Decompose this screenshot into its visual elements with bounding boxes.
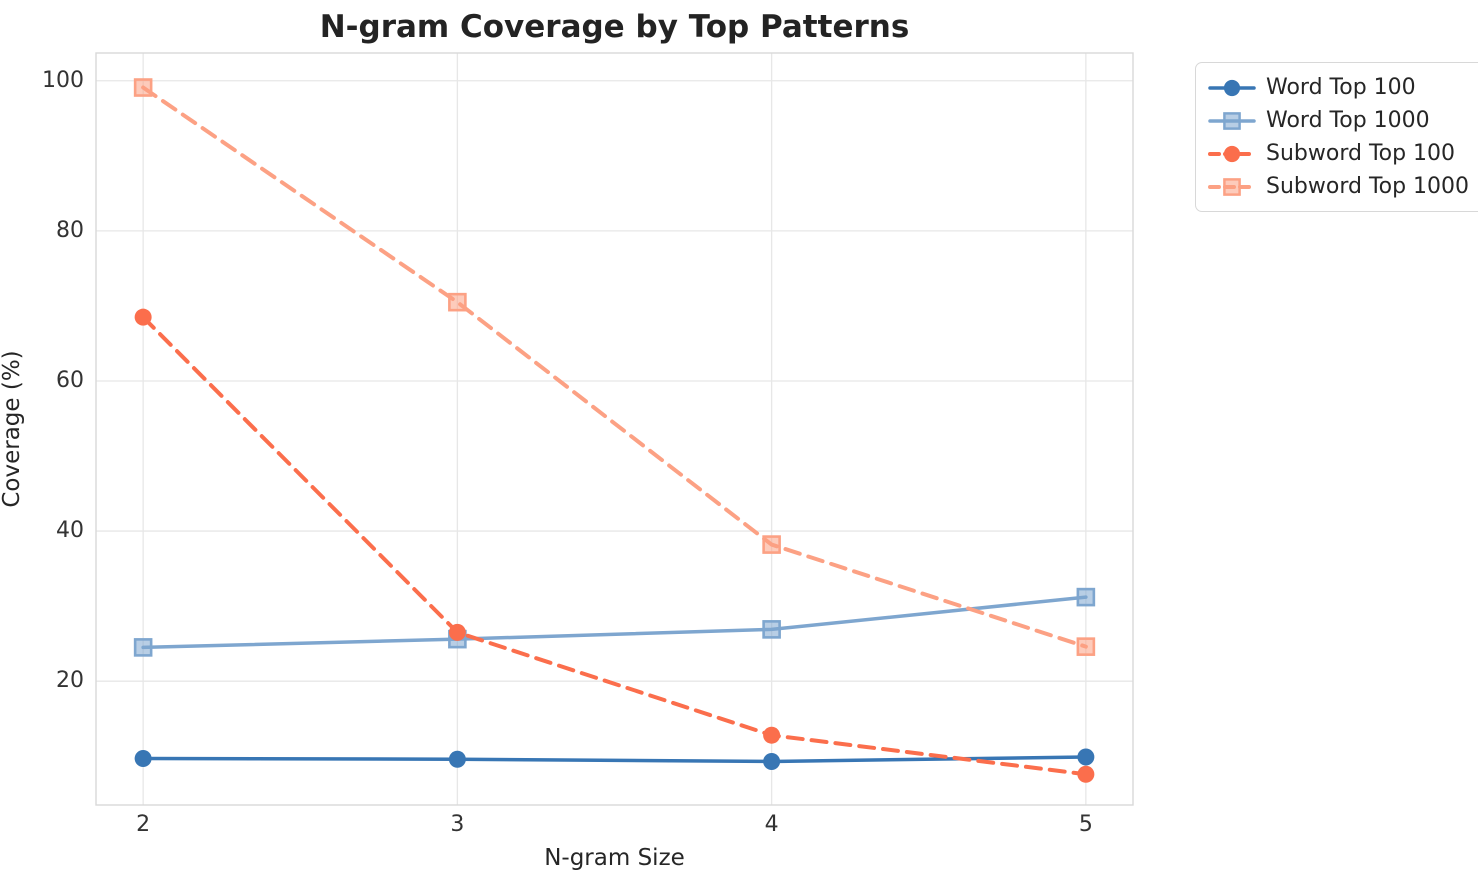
legend-label: Word Top 100 — [1266, 75, 1416, 100]
legend-item-subword-top-1000: Subword Top 1000 — [1208, 172, 1469, 201]
legend-item-word-top-1000: Word Top 1000 — [1208, 106, 1469, 135]
series-marker-subword-top-1000 — [1076, 637, 1096, 656]
legend-swatch-subword-top-1000 — [1208, 177, 1256, 196]
x-tick-label-3: 3 — [450, 812, 465, 837]
series-marker-subword-top-100 — [1077, 765, 1095, 783]
legend-swatch-word-top-100 — [1208, 79, 1256, 96]
series-line-word-top-100 — [141, 755, 1088, 764]
plot-frame — [95, 52, 1134, 806]
series-marker-subword-top-100 — [763, 726, 781, 744]
legend-label: Subword Top 100 — [1266, 141, 1456, 166]
series-marker-word-top-100 — [448, 750, 466, 768]
series-line-word-top-1000 — [141, 595, 1088, 650]
series-marker-word-top-1000 — [762, 620, 781, 639]
x-axis-label: N-gram Size — [544, 845, 685, 871]
x-tick-label-2: 2 — [136, 812, 151, 837]
y-tick-label-100: 100 — [42, 67, 84, 93]
legend: Word Top 100 Word Top 1000 Subword Top 100… — [1195, 62, 1478, 212]
y-tick-label-20: 20 — [56, 668, 84, 694]
legend-label: Subword Top 1000 — [1266, 174, 1470, 199]
series-marker-subword-top-100 — [448, 623, 466, 641]
legend-item-word-top-100: Word Top 100 — [1208, 73, 1469, 102]
series-marker-word-top-1000 — [133, 638, 153, 657]
series-marker-word-top-100 — [1077, 748, 1095, 766]
series-marker-subword-top-100 — [1223, 145, 1241, 162]
series-marker-word-top-1000 — [1076, 587, 1096, 607]
series-marker-subword-top-1000 — [448, 292, 467, 312]
series-line-subword-top-100 — [141, 315, 1088, 777]
series-marker-word-top-1000 — [1223, 111, 1241, 130]
legend-swatch-subword-top-100 — [1208, 145, 1256, 162]
series-line-subword-top-1000 — [141, 85, 1088, 649]
y-tick-label-80: 80 — [56, 217, 84, 243]
x-tick-label-4: 4 — [764, 812, 779, 837]
y-tick-label-60: 60 — [56, 367, 84, 393]
series-marker-subword-top-1000 — [762, 535, 781, 554]
y-axis-label: Coverage (%) — [0, 350, 25, 508]
y-tick-label-40: 40 — [56, 518, 84, 544]
series-marker-subword-top-1000 — [1223, 177, 1241, 196]
series-marker-subword-top-100 — [134, 308, 152, 326]
series-marker-subword-top-1000 — [133, 78, 153, 97]
series-marker-word-top-100 — [763, 752, 781, 770]
legend-swatch-word-top-1000 — [1208, 111, 1256, 130]
series-marker-word-top-100 — [1223, 79, 1241, 96]
legend-item-subword-top-100: Subword Top 100 — [1208, 139, 1469, 168]
series-marker-word-top-100 — [134, 749, 152, 767]
chart-title: N-gram Coverage by Top Patterns — [319, 9, 910, 45]
legend-label: Word Top 1000 — [1266, 108, 1430, 133]
x-tick-label-5: 5 — [1078, 812, 1093, 837]
